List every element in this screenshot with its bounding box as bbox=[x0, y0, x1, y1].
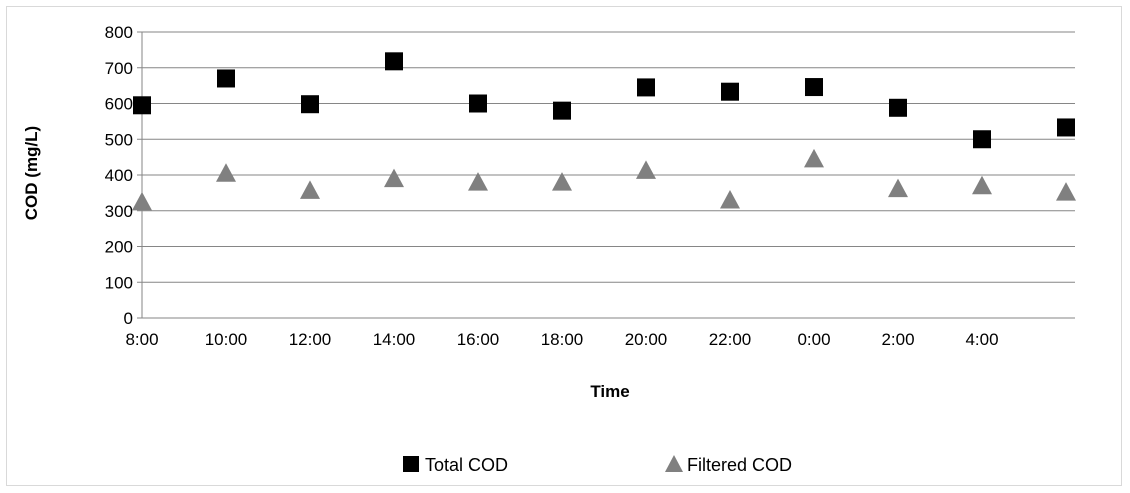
y-tick-label: 700 bbox=[105, 59, 133, 78]
x-tick-label: 4:00 bbox=[965, 330, 998, 349]
data-point-triangle bbox=[468, 172, 488, 191]
data-point-triangle bbox=[636, 160, 656, 179]
legend-item-filtered-cod: Filtered COD bbox=[665, 455, 792, 475]
x-tick-label: 8:00 bbox=[125, 330, 158, 349]
x-tick-label: 16:00 bbox=[457, 330, 500, 349]
data-point-triangle bbox=[1056, 182, 1076, 201]
legend-marker-triangle bbox=[665, 455, 683, 472]
data-point-triangle bbox=[972, 175, 992, 195]
x-tick-label: 22:00 bbox=[709, 330, 752, 349]
data-point-square bbox=[301, 95, 319, 114]
legend-label-total-cod: Total COD bbox=[425, 455, 508, 475]
legend-marker-square bbox=[403, 456, 419, 472]
y-tick-label: 800 bbox=[105, 23, 133, 42]
y-tick-label: 0 bbox=[124, 309, 133, 328]
legend-label-filtered-cod: Filtered COD bbox=[687, 455, 792, 475]
x-tick-label: 18:00 bbox=[541, 330, 584, 349]
data-point-triangle bbox=[300, 180, 320, 199]
x-tick-label: 14:00 bbox=[373, 330, 416, 349]
y-axis-title: COD (mg/L) bbox=[22, 126, 41, 220]
data-point-square bbox=[889, 98, 907, 117]
x-tick-label: 10:00 bbox=[205, 330, 248, 349]
legend-item-total-cod: Total COD bbox=[403, 455, 508, 475]
data-point-square bbox=[217, 69, 235, 88]
series-total-cod bbox=[133, 52, 1075, 149]
axes bbox=[141, 32, 1075, 319]
y-tick-labels: 0 100 200 300 400 500 600 700 800 bbox=[105, 23, 133, 328]
x-tick-label: 12:00 bbox=[289, 330, 332, 349]
data-point-triangle bbox=[384, 168, 404, 188]
x-axis-title: Time bbox=[590, 382, 629, 401]
data-series bbox=[132, 52, 1076, 211]
cod-scatter-chart: 0 100 200 300 400 500 600 700 800 8:00 10:00 12:00… bbox=[22, 23, 1076, 475]
x-tick-labels: 8:00 10:00 12:00 14:00 16:00 18:00 20:00 22:00 0… bbox=[125, 330, 998, 349]
y-tick-label: 500 bbox=[105, 130, 133, 149]
x-tick-label: 2:00 bbox=[881, 330, 914, 349]
x-tick-label: 0:00 bbox=[797, 330, 830, 349]
data-point-square bbox=[973, 130, 991, 149]
data-point-triangle bbox=[552, 172, 572, 191]
y-tick-label: 400 bbox=[105, 166, 133, 185]
gridlines bbox=[137, 31, 1075, 319]
y-tick-label: 600 bbox=[105, 95, 133, 114]
data-point-square bbox=[553, 101, 571, 120]
y-tick-label: 100 bbox=[105, 273, 133, 292]
data-point-square bbox=[805, 78, 823, 97]
data-point-square bbox=[133, 96, 151, 115]
x-tick-label: 20:00 bbox=[625, 330, 668, 349]
legend: Total COD Filtered COD bbox=[403, 455, 792, 475]
data-point-square bbox=[721, 82, 739, 101]
data-point-triangle bbox=[804, 148, 824, 168]
y-tick-label: 300 bbox=[105, 202, 133, 221]
chart-frame: 0 100 200 300 400 500 600 700 800 8:00 10:00 12:00… bbox=[6, 6, 1122, 486]
y-tick-label: 200 bbox=[105, 238, 133, 257]
data-point-triangle bbox=[888, 178, 908, 198]
data-point-square bbox=[385, 52, 403, 71]
data-point-triangle bbox=[132, 191, 152, 211]
data-point-square bbox=[1057, 118, 1075, 137]
series-filtered-cod bbox=[132, 148, 1076, 211]
data-point-square bbox=[469, 94, 487, 113]
data-point-triangle bbox=[216, 163, 236, 182]
data-point-square bbox=[637, 78, 655, 97]
data-point-triangle bbox=[720, 190, 740, 209]
